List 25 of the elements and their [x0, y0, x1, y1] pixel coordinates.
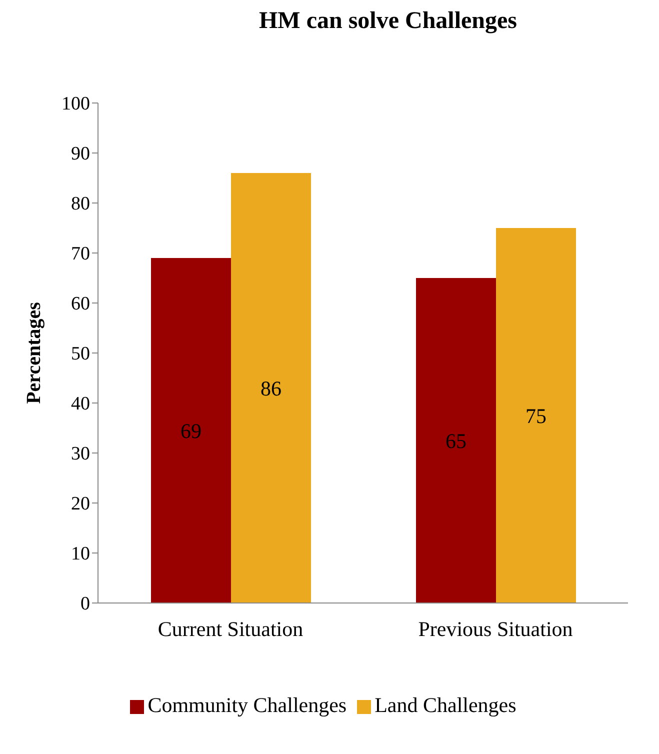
bar: [151, 258, 231, 603]
y-tick-label: 100: [62, 94, 90, 115]
y-tick-label: 50: [71, 344, 90, 365]
y-axis-title: Percentages: [23, 302, 46, 404]
y-tick-label: 20: [71, 494, 90, 515]
legend-label: Community Challenges: [148, 693, 347, 717]
bar: [496, 228, 576, 603]
bar: [231, 173, 311, 603]
x-tick-label: Current Situation: [158, 616, 304, 641]
y-tick-label: 0: [80, 594, 90, 615]
data-label: 69: [180, 418, 202, 443]
data-label: 86: [260, 376, 282, 400]
y-tick-label: 40: [71, 394, 90, 415]
y-tick-label: 30: [71, 444, 90, 465]
y-tick-label: 80: [71, 194, 90, 215]
legend-label: Land Challenges: [374, 693, 516, 717]
bar: [416, 278, 496, 603]
y-tick-label: 70: [71, 244, 90, 265]
data-label: 65: [446, 428, 466, 453]
y-tick-label: 90: [71, 144, 90, 165]
y-tick-label: 60: [71, 294, 90, 315]
y-tick-label: 10: [71, 544, 90, 565]
data-label: 75: [526, 404, 546, 428]
x-tick-label: Previous Situation: [418, 616, 574, 641]
chart-title: HM can solve Challenges: [258, 8, 518, 36]
